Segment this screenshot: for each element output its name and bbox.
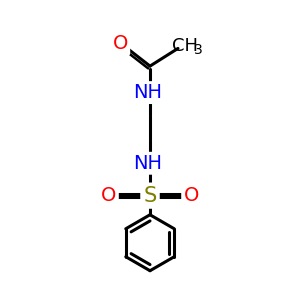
Text: NH: NH [133, 154, 162, 173]
Text: CH: CH [172, 37, 198, 55]
Text: 3: 3 [194, 43, 203, 57]
Text: O: O [184, 186, 199, 205]
Text: S: S [143, 186, 157, 206]
Text: O: O [101, 186, 116, 205]
Text: O: O [113, 34, 128, 53]
Text: NH: NH [133, 83, 162, 102]
